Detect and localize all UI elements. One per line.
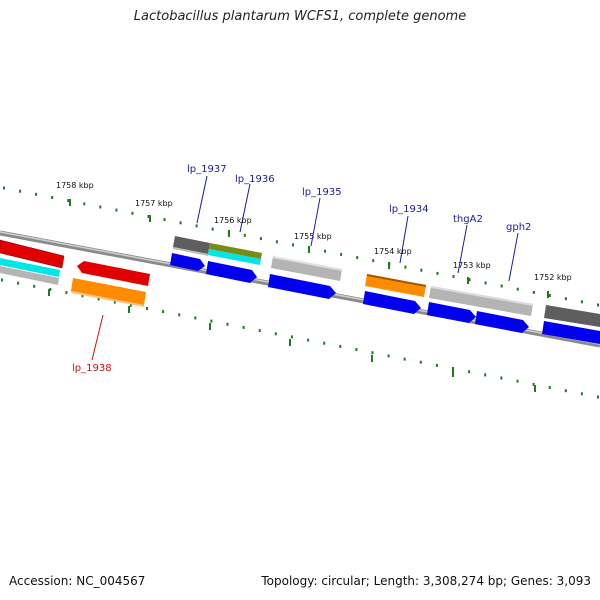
tick-label-1758: 1758 kbp [56, 181, 94, 190]
accession-text: Accession: NC_004567 [9, 574, 146, 588]
feature-thgA2-gph2[interactable] [429, 286, 533, 316]
feature-lp1935[interactable] [271, 256, 342, 281]
feature-lp1938-red[interactable] [77, 261, 150, 286]
feature-blue-4[interactable] [363, 291, 421, 314]
major-ticks-inner [48, 289, 536, 392]
feature-blue-3[interactable] [268, 274, 336, 299]
gene-label-lp1937: lp_1937 [187, 164, 227, 175]
tick-ring-outer [3, 186, 599, 307]
feature-red-left-forward[interactable] [0, 239, 65, 269]
tick-label-1756: 1756 kbp [214, 216, 252, 225]
feature-thgA2-shade [431, 286, 533, 306]
tick-label-1757: 1757 kbp [135, 199, 173, 208]
gene-label-gph2: gph2 [506, 222, 531, 233]
tick-label-1752: 1752 kbp [534, 273, 572, 282]
feature-cyan-left[interactable] [0, 258, 60, 277]
gene-label-thgA2: thgA2 [453, 214, 483, 225]
gene-label-lp1936: lp_1936 [235, 174, 275, 185]
feature-lp1935-shade [273, 256, 342, 271]
gene-label-lp1935: lp_1935 [302, 187, 342, 198]
feature-lp1938-orange[interactable] [71, 278, 146, 305]
feature-gray-left[interactable] [0, 266, 59, 285]
feature-lp1938-orange-shade [71, 291, 144, 307]
feature-lp1937[interactable] [173, 236, 210, 254]
feature-lp1937-shade [173, 247, 208, 256]
map-title: Lactobacillus plantarum WCFS1, complete … [133, 9, 467, 24]
feature-blue-2[interactable] [206, 261, 257, 283]
feature-blue-right[interactable] [542, 321, 600, 344]
topology-text: Topology: circular; Length: 3,308,274 bp… [261, 574, 591, 588]
feature-lp1936[interactable] [209, 243, 262, 259]
feature-lp1936-cyan[interactable] [208, 249, 261, 265]
tick-label-1753: 1753 kbp [453, 261, 491, 270]
leader-lines [91, 175, 519, 361]
gene-label-lp1934: lp_1934 [389, 204, 429, 215]
major-ticks [69, 199, 549, 298]
feature-dark-gray-right[interactable] [544, 305, 600, 327]
gene-label-lp1938: lp_1938 [72, 363, 112, 374]
feature-blue-1[interactable] [170, 253, 205, 271]
feature-blue-5[interactable] [427, 302, 476, 323]
tick-label-1754: 1754 kbp [374, 247, 412, 256]
feature-blue-6[interactable] [475, 311, 529, 333]
feature-lp1934[interactable] [365, 274, 426, 297]
feature-lp1934-shade [367, 274, 426, 287]
